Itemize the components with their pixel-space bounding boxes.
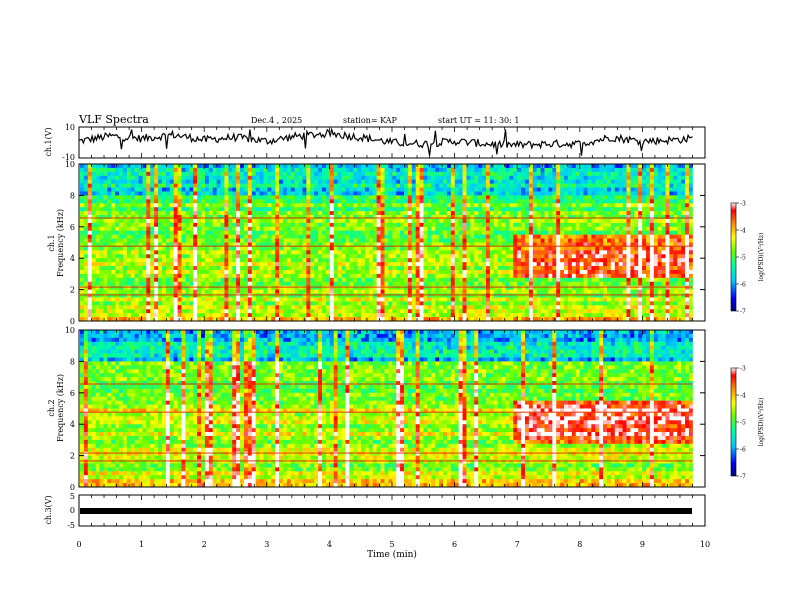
spec-ytick-label: 4	[70, 254, 75, 263]
ch1-spectrogram-image	[80, 164, 705, 322]
ch2-ylabel-frequency: Frequency (kHz)	[56, 374, 65, 442]
ch1-waveform-line	[78, 127, 693, 156]
spec-ytick-label: 10	[65, 160, 75, 169]
ch3-ytick-bottom: -5	[67, 521, 75, 530]
ch1-colorbar: -3 -4 -5 -6 -7 log(PSD)(V²/Hz)	[730, 201, 765, 316]
x-tick-label: 5	[389, 540, 394, 549]
colorbar-tick: -6	[740, 282, 746, 289]
ch1-waveform-panel: 10 -10 ch.1(V)	[44, 123, 706, 162]
ch3-ytick-mid: 0	[70, 506, 75, 515]
x-tick-label: 0	[76, 540, 81, 549]
ch2-colorbar: -3 -4 -5 -6 -7 log(PSD)(V²/Hz)	[730, 366, 765, 481]
ch1-ylabel-frequency: Frequency (kHz)	[56, 209, 65, 277]
x-tick-label: 10	[700, 540, 710, 549]
spec-ytick-label: 8	[70, 357, 75, 366]
colorbar-tick: -3	[740, 366, 746, 373]
ch3-waveform-panel: 5 0 -5 ch.3(V)	[44, 492, 706, 530]
colorbar-gradient	[730, 367, 737, 477]
spec-ytick-label: 6	[70, 389, 75, 398]
colorbar-label: log(PSD)(V²/Hz)	[758, 398, 765, 447]
date-label: Dec.4 , 2025	[251, 116, 303, 125]
ch2-spectrogram-image	[80, 330, 705, 488]
x-tick-label: 3	[264, 540, 269, 549]
colorbar-tick: -5	[740, 255, 746, 262]
colorbar-tick: -6	[740, 447, 746, 454]
x-tick-label: 7	[515, 540, 520, 549]
x-tick-label: 1	[139, 540, 144, 549]
ch1-ytick-bottom: -10	[62, 153, 75, 162]
ch1-spectrogram-panel: 0 2 4 6 8 10 ch.1 Frequency (kHz)	[47, 160, 706, 326]
ch1-ylabel: ch.1(V)	[44, 127, 53, 156]
x-tick-label: 6	[452, 540, 457, 549]
spec-ytick-label: 2	[70, 286, 75, 295]
time-axis-labels: 0 1 2 3 4 5 6 7 8 9 10	[76, 540, 710, 549]
ch1-ytick-top: 10	[65, 123, 75, 132]
x-tick-label: 9	[640, 540, 645, 549]
ch2-ylabel-channel: ch.2	[47, 399, 56, 416]
spec-ytick-label: 0	[70, 483, 75, 492]
spec-ytick-label: 4	[70, 420, 75, 429]
colorbar-tick: -4	[740, 228, 746, 235]
colorbar-tick: -5	[740, 420, 746, 427]
spec-ytick-label: 10	[65, 326, 75, 335]
x-tick-label: 2	[202, 540, 207, 549]
colorbar-label: log(PSD)(V²/Hz)	[758, 233, 765, 282]
time-axis-ticks	[78, 127, 706, 526]
x-axis-label: Time (min)	[367, 549, 417, 560]
spec-ytick-label: 0	[70, 317, 75, 326]
spec-ytick-label: 8	[70, 191, 75, 200]
ch3-ylabel: ch.3(V)	[44, 495, 53, 524]
x-tick-label: 8	[577, 540, 582, 549]
colorbar-tick: -3	[740, 201, 746, 208]
ch1-ylabel-channel: ch.1	[47, 234, 56, 251]
spec-ytick-label: 6	[70, 223, 75, 232]
chart-title: VLF Spectra	[79, 113, 149, 126]
start-time-label: start UT = 11: 30: 1	[438, 116, 520, 125]
x-tick-label: 4	[327, 540, 332, 549]
ch2-spectrogram-panel: 0 2 4 6 8 10 ch.2 Frequency (kHz)	[47, 326, 706, 492]
colorbar-tick: -7	[740, 474, 746, 481]
spec-ytick-label: 2	[70, 452, 75, 461]
colorbar-tick: -4	[740, 393, 746, 400]
ch3-waveform-band	[80, 508, 692, 514]
station-label: station= KAP	[343, 116, 397, 125]
colorbar-gradient	[730, 202, 737, 312]
colorbar-tick: -7	[740, 309, 746, 316]
ch3-ytick-top: 5	[70, 492, 75, 501]
